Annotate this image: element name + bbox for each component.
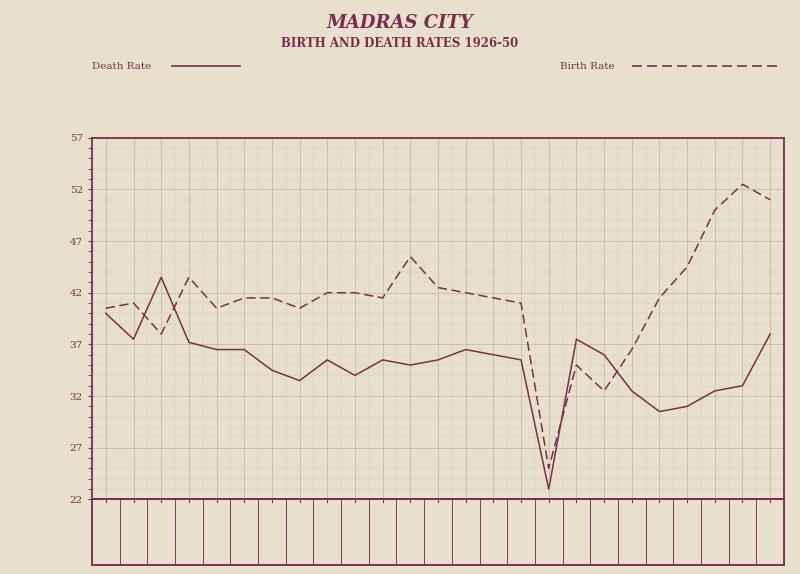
Text: 1944: 1944 xyxy=(599,521,609,544)
Text: BIRTH AND DEATH RATES 1926-50: BIRTH AND DEATH RATES 1926-50 xyxy=(282,37,518,51)
Text: 1934: 1934 xyxy=(322,521,332,544)
Text: 1939: 1939 xyxy=(461,521,470,544)
Text: 1928: 1928 xyxy=(157,521,166,544)
Text: 1947: 1947 xyxy=(682,521,692,544)
Text: 1946: 1946 xyxy=(655,521,664,544)
Text: 1927: 1927 xyxy=(129,521,138,544)
Text: MADRAS CITY: MADRAS CITY xyxy=(326,14,474,32)
Text: 1931: 1931 xyxy=(240,521,249,544)
Text: 1936: 1936 xyxy=(378,521,387,544)
Text: 1943: 1943 xyxy=(572,521,581,544)
Text: 1929: 1929 xyxy=(184,521,194,544)
Text: 1938: 1938 xyxy=(434,521,442,544)
Text: 1930: 1930 xyxy=(212,521,221,544)
Text: 1940: 1940 xyxy=(489,521,498,544)
Text: 1942: 1942 xyxy=(544,521,554,544)
Text: 1933: 1933 xyxy=(295,521,304,544)
Text: 1935: 1935 xyxy=(350,521,359,544)
Text: Death Rate: Death Rate xyxy=(92,61,151,71)
Text: Birth Rate: Birth Rate xyxy=(560,61,614,71)
Text: 1937: 1937 xyxy=(406,521,415,544)
Text: 1926: 1926 xyxy=(102,521,110,544)
Text: 1950: 1950 xyxy=(766,521,774,544)
Text: 1941: 1941 xyxy=(517,521,526,544)
Text: 1948: 1948 xyxy=(710,521,719,544)
Text: 1945: 1945 xyxy=(627,521,636,544)
Text: 1949: 1949 xyxy=(738,521,747,544)
Text: 1932: 1932 xyxy=(267,521,277,544)
